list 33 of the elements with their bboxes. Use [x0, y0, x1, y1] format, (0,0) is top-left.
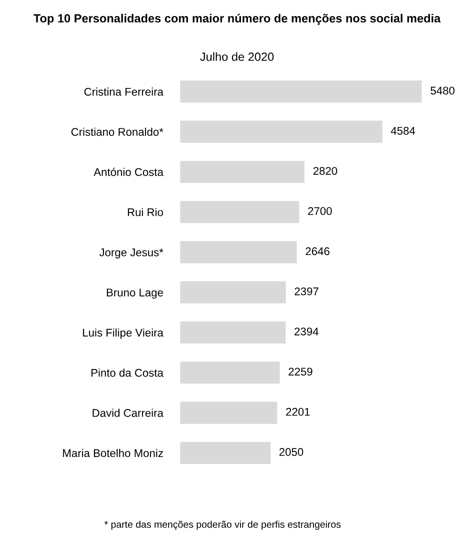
y-tick-label: Luis Filipe Vieira	[83, 328, 164, 339]
bar	[180, 402, 278, 424]
bar	[180, 200, 300, 224]
bar	[180, 362, 280, 384]
bar	[180, 442, 271, 464]
bar	[180, 80, 422, 103]
data-label: 2646	[306, 247, 330, 256]
y-tick-label: Rui Rio	[128, 208, 163, 216]
bar	[180, 321, 286, 344]
bar	[180, 241, 297, 264]
data-label: 2820	[313, 166, 338, 175]
y-tick-label: Cristina Ferreira	[84, 88, 164, 96]
y-tick-label: Bruno Lage	[106, 288, 163, 299]
y-tick-label: Jorge Jesus*	[99, 248, 164, 259]
data-label: 2259	[288, 368, 312, 376]
chart-title: Top 10 Personalidades com maior número de menções nos social media	[34, 14, 441, 25]
y-tick-label: Pinto da Costa	[91, 368, 164, 377]
data-label: 5480	[430, 86, 454, 95]
data-label: 2201	[286, 408, 310, 416]
y-tick-label: Maria Botelho Moniz	[63, 448, 163, 458]
text: * parte das menções poderão vir de perfis estrangeiros	[104, 520, 341, 530]
y-tick-label: António Costa	[94, 168, 164, 176]
data-label: 2700	[308, 207, 332, 216]
bar	[180, 281, 286, 304]
data-label: 2397	[294, 287, 318, 296]
data-label: 2050	[279, 448, 304, 456]
bar	[180, 120, 382, 143]
bar	[180, 160, 305, 183]
y-tick-label: Cristiano Ronaldo*	[71, 128, 164, 136]
data-label: 2394	[294, 328, 318, 336]
y-tick-label: David Carreira	[92, 408, 164, 417]
chart-subtitle: Julho de 2020	[200, 52, 274, 61]
data-label: 4584	[390, 126, 416, 135]
